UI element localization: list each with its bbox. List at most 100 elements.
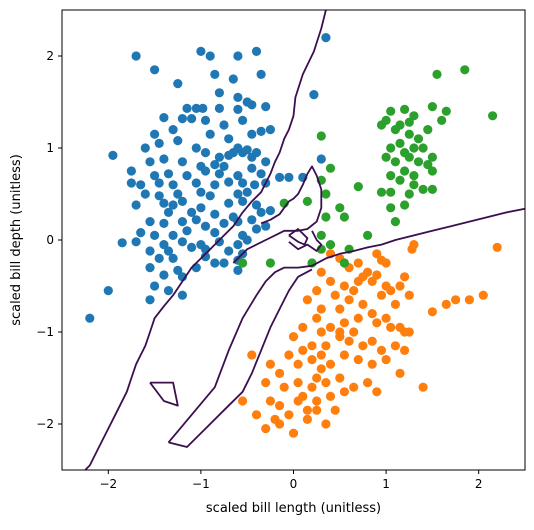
scatter-point-series-0 [103,286,113,296]
scatter-point-series-1 [427,307,437,317]
scatter-point-series-0 [233,104,243,114]
scatter-point-series-0 [265,125,275,135]
scatter-point-series-1 [325,322,336,332]
scatter-point-series-2 [409,111,419,121]
scatter-point-series-0 [177,196,187,206]
scatter-point-series-0 [265,206,275,216]
scatter-point-series-0 [196,203,206,213]
scatter-point-series-2 [302,196,312,206]
scatter-point-series-1 [395,281,405,291]
scatter-point-series-1 [247,350,257,360]
scatter-point-series-0 [238,115,248,125]
scatter-point-series-1 [335,373,345,383]
scatter-point-series-0 [224,246,234,256]
scatter-point-series-2 [363,230,373,240]
scatter-point-series-0 [159,154,169,164]
scatter-point-series-0 [108,150,118,160]
scatter-point-series-1 [400,272,410,282]
scatter-point-series-1 [376,290,387,300]
scatter-point-series-2 [441,106,451,116]
scatter-point-series-0 [233,189,243,199]
scatter-point-series-0 [117,238,127,248]
scatter-point-series-0 [247,163,257,173]
scatter-point-series-2 [427,166,437,176]
scatter-point-series-0 [224,198,234,208]
scatter-point-series-0 [173,265,183,275]
scatter-point-series-0 [256,126,266,136]
decision-boundary [84,9,526,471]
scatter-point-series-1 [261,378,271,388]
scatter-point-series-1 [451,295,461,305]
scatter-point-series-0 [154,178,164,188]
scatter-point-series-0 [251,46,262,57]
scatter-point-series-0 [250,180,260,190]
scatter-point-series-0 [154,253,164,263]
scatter-point-series-2 [386,203,396,213]
scatter-point-series-2 [339,258,349,268]
scatter-point-series-1 [279,382,289,392]
scatter-point-series-1 [400,345,410,355]
scatter-point-series-0 [191,103,201,113]
scatter-point-series-2 [321,212,331,222]
x-axis-label: scaled bill length (unitless) [206,501,381,516]
scatter-point-series-0 [177,237,187,247]
scatter-point-series-2 [404,189,414,199]
scatter-point-series-2 [437,115,447,125]
scatter-point-series-0 [233,240,243,250]
scatter-point-series-1 [275,368,285,378]
scatter-point-series-2 [390,217,400,227]
scatter-point-series-1 [330,290,340,300]
scatter-point-series-1 [349,382,359,392]
scatter-point-series-0 [284,172,294,182]
scatter-point-series-1 [478,290,488,300]
scatter-point-series-1 [404,327,414,337]
scatter-point-series-0 [242,187,252,197]
scatter-point-series-0 [214,103,224,113]
scatter-point-series-1 [372,387,382,397]
x-tick-label: −2 [99,477,117,491]
scatter-point-series-0 [163,246,174,256]
scatter-point-series-1 [395,368,405,378]
scatter-point-series-1 [307,341,317,351]
y-axis-label: scaled bill depth (unitless) [9,154,24,326]
scatter-point-series-1 [275,419,285,429]
scatter-point-series-0 [247,129,257,139]
scatter-point-series-1 [293,359,303,369]
scatter-point-series-0 [150,281,160,291]
scatter-point-series-2 [460,65,470,75]
scatter-point-series-2 [376,187,387,197]
scatter-point-series-2 [427,184,437,194]
scatter-point-series-1 [261,424,271,434]
scatter-point-series-0 [85,313,95,323]
scatter-point-series-1 [339,281,349,291]
scatter-point-series-0 [200,115,211,125]
scatter-point-series-1 [293,378,303,388]
scatter-point-series-0 [261,102,271,112]
scatter-point-series-0 [205,191,215,201]
scatter-point-series-0 [150,129,160,139]
scatter-point-series-1 [316,364,326,374]
scatter-point-series-0 [309,90,319,100]
scatter-point-series-1 [372,270,382,280]
scatter-point-series-1 [312,373,322,383]
scatter-point-series-0 [251,200,262,210]
scatter-point-series-0 [177,157,187,167]
scatter-point-series-1 [302,295,312,305]
scatter-point-series-1 [275,401,285,411]
scatter-point-series-1 [372,318,382,328]
scatter-point-series-1 [367,359,377,369]
scatter-point-series-0 [316,154,326,164]
scatter-point-series-0 [214,88,224,98]
scatter-point-series-0 [275,172,285,182]
scatter-point-series-0 [210,160,220,170]
scatter-point-series-2 [325,240,336,250]
scatter-point-series-2 [413,157,424,167]
scatter-point-series-0 [219,258,229,268]
scatter-point-series-2 [395,138,405,148]
scatter-point-series-0 [210,228,220,238]
scatter-point-series-1 [321,378,331,388]
scatter-point-series-0 [233,171,243,181]
scatter-point-series-0 [200,221,211,231]
scatter-point-series-1 [372,249,382,259]
